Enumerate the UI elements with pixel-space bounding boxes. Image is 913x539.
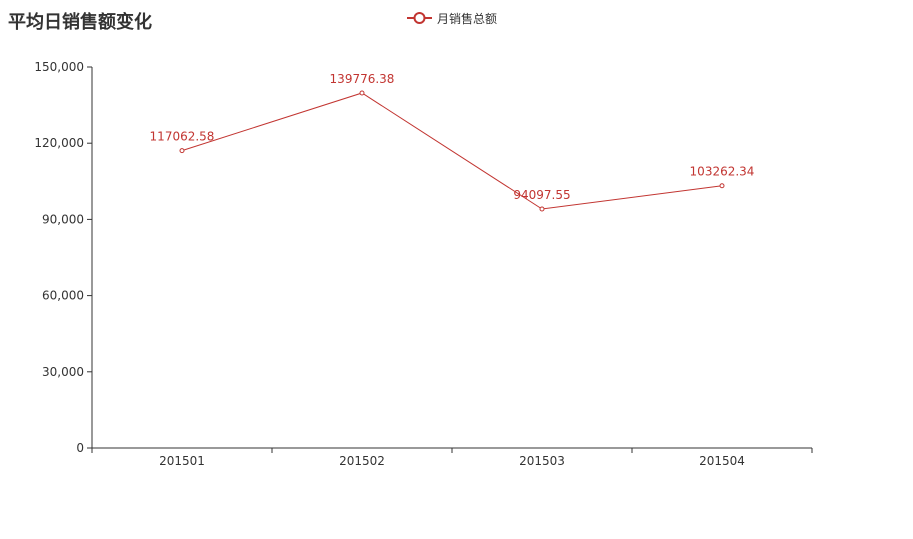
x-tick-label: 201501 — [159, 454, 205, 468]
data-label: 139776.38 — [330, 72, 395, 86]
x-tick-label: 201502 — [339, 454, 385, 468]
data-label: 94097.55 — [513, 188, 570, 202]
data-point[interactable] — [719, 183, 725, 189]
x-axis: 201501 201502 201503 201504 — [91, 447, 813, 468]
data-point[interactable] — [539, 206, 545, 212]
legend-item-label: 月销售总额 — [437, 11, 498, 26]
data-point[interactable] — [359, 90, 365, 96]
y-tick-label: 60,000 — [42, 289, 84, 303]
y-tick-label: 30,000 — [42, 365, 84, 379]
chart-title: 平均日销售额变化 — [8, 12, 152, 33]
series-layer: 117062.58 139776.38 94097.55 103262.34 — [150, 72, 755, 212]
y-tick-label: 0 — [76, 441, 84, 455]
series-line — [181, 92, 723, 210]
data-label: 117062.58 — [150, 130, 215, 144]
y-axis: 0 30,000 60,000 90,000 120,000 150,000 — [34, 60, 93, 455]
legend-line-circle-icon — [407, 12, 432, 24]
y-tick-label: 90,000 — [42, 212, 84, 226]
x-tick-label: 201504 — [699, 454, 745, 468]
y-tick-label: 150,000 — [34, 60, 84, 74]
legend[interactable]: 月销售总额 — [407, 9, 497, 27]
data-point[interactable] — [179, 148, 185, 154]
x-tick-label: 201503 — [519, 454, 565, 468]
y-tick-label: 120,000 — [34, 136, 84, 150]
data-label: 103262.34 — [690, 165, 755, 179]
